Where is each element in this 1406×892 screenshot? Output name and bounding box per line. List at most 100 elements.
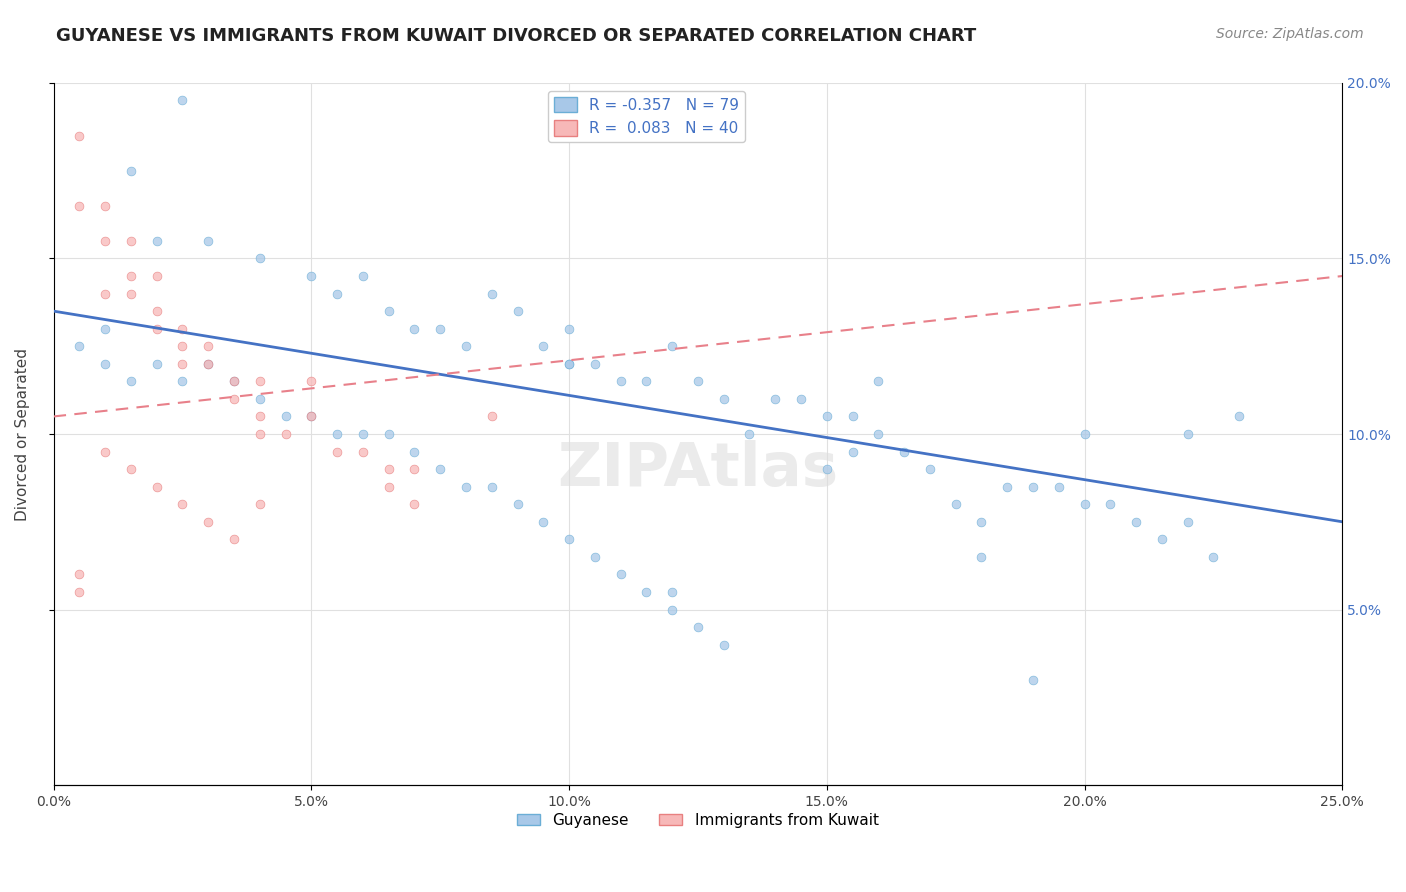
Point (377, 480, 399, 494)
Point (197, 339, 219, 353)
Point (506, 304, 529, 318)
Point (558, 357, 581, 371)
Point (661, 602, 683, 616)
Point (841, 444, 863, 458)
Point (636, 375, 658, 389)
Point (1150, 533, 1173, 547)
Point (94, 444, 117, 458)
Point (326, 427, 349, 442)
Point (995, 480, 1018, 494)
Point (172, 497, 194, 511)
Point (531, 339, 554, 353)
Point (790, 392, 813, 406)
Point (1177, 427, 1199, 442)
Point (249, 392, 271, 406)
Point (945, 497, 967, 511)
Point (506, 497, 529, 511)
Point (94, 357, 117, 371)
Text: GUYANESE VS IMMIGRANTS FROM KUWAIT DIVORCED OR SEPARATED CORRELATION CHART: GUYANESE VS IMMIGRANTS FROM KUWAIT DIVOR… (56, 27, 977, 45)
Point (94, 199, 117, 213)
Point (404, 321, 426, 335)
Point (120, 286, 142, 301)
Point (918, 462, 941, 476)
Point (868, 375, 890, 389)
Point (970, 549, 993, 564)
Point (222, 392, 245, 406)
Point (326, 286, 349, 301)
Point (67, 567, 90, 582)
Point (197, 357, 219, 371)
Point (67, 128, 90, 143)
Point (583, 549, 606, 564)
Point (661, 339, 683, 353)
Point (686, 375, 709, 389)
Point (1177, 515, 1199, 529)
Point (249, 427, 271, 442)
Point (67, 339, 90, 353)
Point (222, 375, 245, 389)
Point (481, 286, 503, 301)
Point (249, 252, 271, 266)
Point (172, 321, 194, 335)
Point (299, 409, 322, 424)
Point (815, 409, 838, 424)
Point (583, 357, 606, 371)
Point (222, 375, 245, 389)
Point (868, 427, 890, 442)
Point (1227, 409, 1250, 424)
Point (454, 339, 477, 353)
Point (609, 375, 631, 389)
Point (738, 427, 761, 442)
Point (326, 444, 349, 458)
Point (454, 480, 477, 494)
Point (377, 427, 399, 442)
Point (558, 533, 581, 547)
Point (197, 357, 219, 371)
Point (299, 409, 322, 424)
Point (172, 357, 194, 371)
Text: Source: ZipAtlas.com: Source: ZipAtlas.com (1216, 27, 1364, 41)
Point (120, 268, 142, 283)
Point (352, 427, 374, 442)
Point (609, 567, 631, 582)
Point (67, 199, 90, 213)
Legend: Guyanese, Immigrants from Kuwait: Guyanese, Immigrants from Kuwait (512, 806, 884, 834)
Point (145, 234, 167, 248)
Point (94, 234, 117, 248)
Point (120, 234, 142, 248)
Point (120, 375, 142, 389)
Point (1125, 515, 1147, 529)
Point (352, 444, 374, 458)
Point (145, 480, 167, 494)
Point (404, 462, 426, 476)
Point (404, 444, 426, 458)
Point (145, 321, 167, 335)
Point (67, 585, 90, 599)
Point (1022, 673, 1045, 687)
Point (429, 462, 451, 476)
Point (377, 462, 399, 476)
Point (249, 375, 271, 389)
Point (1099, 497, 1122, 511)
Point (120, 462, 142, 476)
Point (531, 515, 554, 529)
Point (274, 409, 297, 424)
Point (172, 94, 194, 108)
Point (120, 163, 142, 178)
Point (94, 286, 117, 301)
Point (222, 533, 245, 547)
Point (970, 515, 993, 529)
Point (841, 409, 863, 424)
Point (145, 268, 167, 283)
Point (94, 321, 117, 335)
Point (429, 321, 451, 335)
Point (274, 427, 297, 442)
Point (249, 497, 271, 511)
Point (558, 321, 581, 335)
Point (636, 585, 658, 599)
Point (172, 339, 194, 353)
Point (145, 357, 167, 371)
Point (197, 234, 219, 248)
Point (481, 480, 503, 494)
Text: ZIPAtlas: ZIPAtlas (557, 440, 838, 499)
